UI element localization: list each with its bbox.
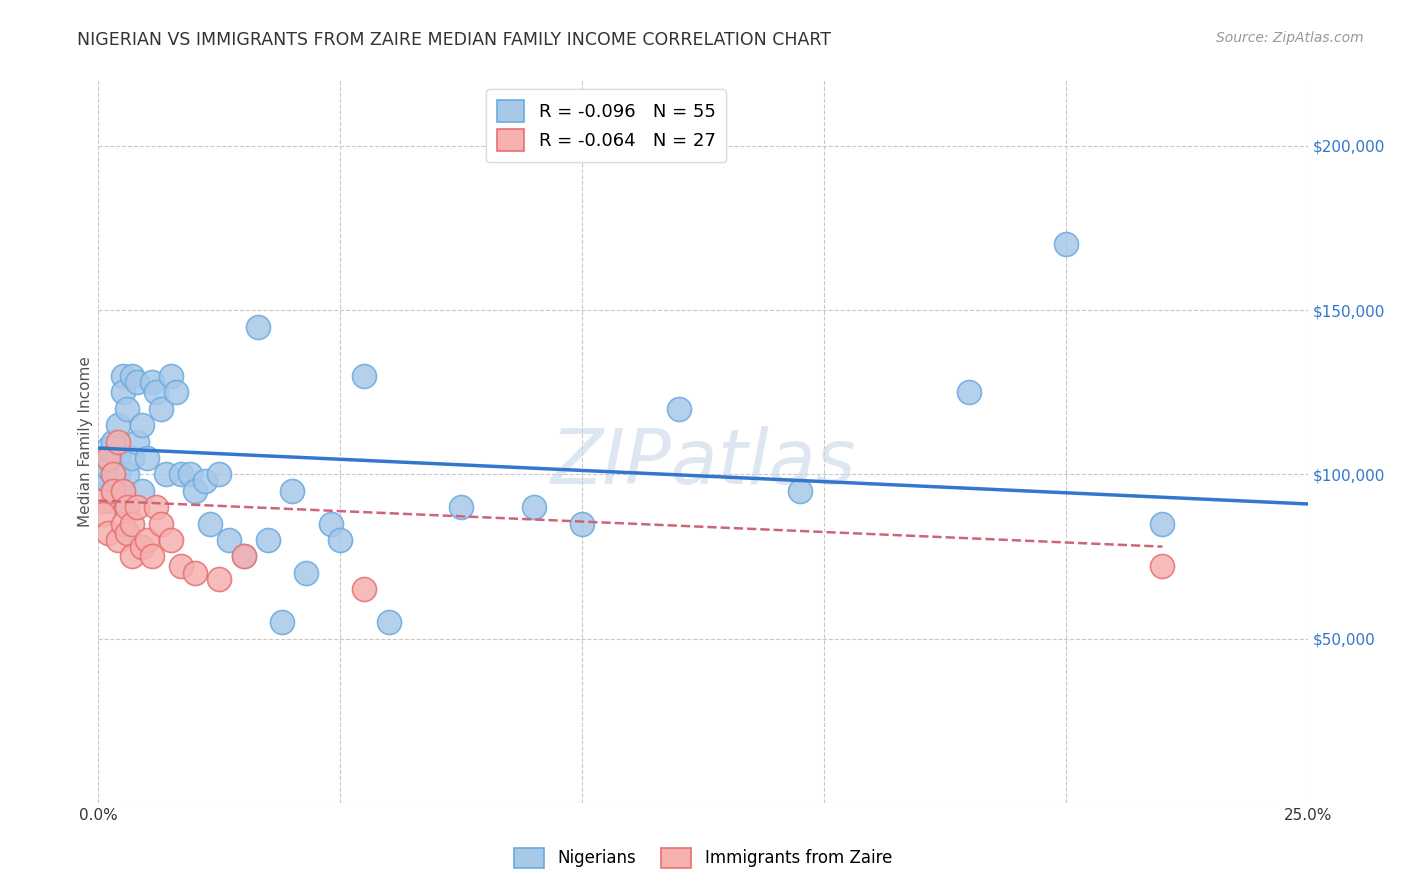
Point	[194, 474, 217, 488]
Point	[150, 516, 173, 531]
Point	[247, 319, 270, 334]
Point	[107, 450, 129, 465]
Legend: Nigerians, Immigrants from Zaire: Nigerians, Immigrants from Zaire	[508, 841, 898, 875]
Text: ZIPatlas: ZIPatlas	[550, 426, 856, 500]
Point	[127, 434, 149, 449]
Point	[131, 483, 153, 498]
Point	[101, 483, 124, 498]
Point	[131, 418, 153, 433]
Point	[160, 368, 183, 383]
Point	[353, 368, 375, 383]
Point	[101, 467, 124, 482]
Point	[101, 493, 124, 508]
Point	[111, 483, 134, 498]
Point	[789, 483, 811, 498]
Point	[232, 549, 254, 564]
Point	[377, 615, 399, 630]
Point	[232, 549, 254, 564]
Point	[295, 566, 318, 580]
Point	[571, 516, 593, 531]
Point	[111, 385, 134, 400]
Point	[97, 460, 120, 475]
Point	[127, 500, 149, 515]
Point	[91, 450, 114, 465]
Point	[107, 418, 129, 433]
Point	[111, 483, 134, 498]
Point	[1054, 237, 1077, 252]
Point	[117, 500, 139, 515]
Point	[353, 582, 375, 597]
Point	[117, 526, 139, 541]
Point	[208, 467, 231, 482]
Point	[271, 615, 294, 630]
Point	[117, 401, 139, 416]
Point	[107, 434, 129, 449]
Point	[91, 467, 114, 482]
Point	[145, 385, 167, 400]
Y-axis label: Median Family Income: Median Family Income	[77, 356, 93, 527]
Point	[101, 467, 124, 482]
Point	[121, 549, 143, 564]
Point	[101, 434, 124, 449]
Point	[218, 533, 240, 547]
Point	[1152, 559, 1174, 574]
Text: Source: ZipAtlas.com: Source: ZipAtlas.com	[1216, 31, 1364, 45]
Text: NIGERIAN VS IMMIGRANTS FROM ZAIRE MEDIAN FAMILY INCOME CORRELATION CHART: NIGERIAN VS IMMIGRANTS FROM ZAIRE MEDIAN…	[77, 31, 831, 49]
Point	[1152, 516, 1174, 531]
Point	[256, 533, 278, 547]
Point	[121, 450, 143, 465]
Point	[329, 533, 352, 547]
Point	[668, 401, 690, 416]
Point	[97, 526, 120, 541]
Point	[169, 467, 191, 482]
Point	[160, 533, 183, 547]
Point	[97, 441, 120, 455]
Point	[281, 483, 304, 498]
Point	[198, 516, 221, 531]
Point	[121, 516, 143, 531]
Point	[135, 450, 157, 465]
Point	[150, 401, 173, 416]
Point	[208, 573, 231, 587]
Point	[131, 540, 153, 554]
Point	[165, 385, 187, 400]
Point	[107, 467, 129, 482]
Point	[523, 500, 546, 515]
Point	[145, 500, 167, 515]
Point	[111, 516, 134, 531]
Point	[107, 533, 129, 547]
Point	[155, 467, 177, 482]
Point	[141, 376, 163, 390]
Point	[91, 493, 114, 508]
Point	[101, 483, 124, 498]
Point	[184, 566, 207, 580]
Point	[97, 474, 120, 488]
Point	[97, 450, 120, 465]
Point	[127, 376, 149, 390]
Point	[141, 549, 163, 564]
Legend: R = -0.096   N = 55, R = -0.064   N = 27: R = -0.096 N = 55, R = -0.064 N = 27	[486, 89, 727, 162]
Point	[135, 533, 157, 547]
Point	[117, 467, 139, 482]
Point	[450, 500, 472, 515]
Point	[169, 559, 191, 574]
Point	[91, 507, 114, 521]
Point	[179, 467, 201, 482]
Point	[957, 385, 980, 400]
Point	[111, 368, 134, 383]
Point	[121, 368, 143, 383]
Point	[319, 516, 342, 531]
Point	[184, 483, 207, 498]
